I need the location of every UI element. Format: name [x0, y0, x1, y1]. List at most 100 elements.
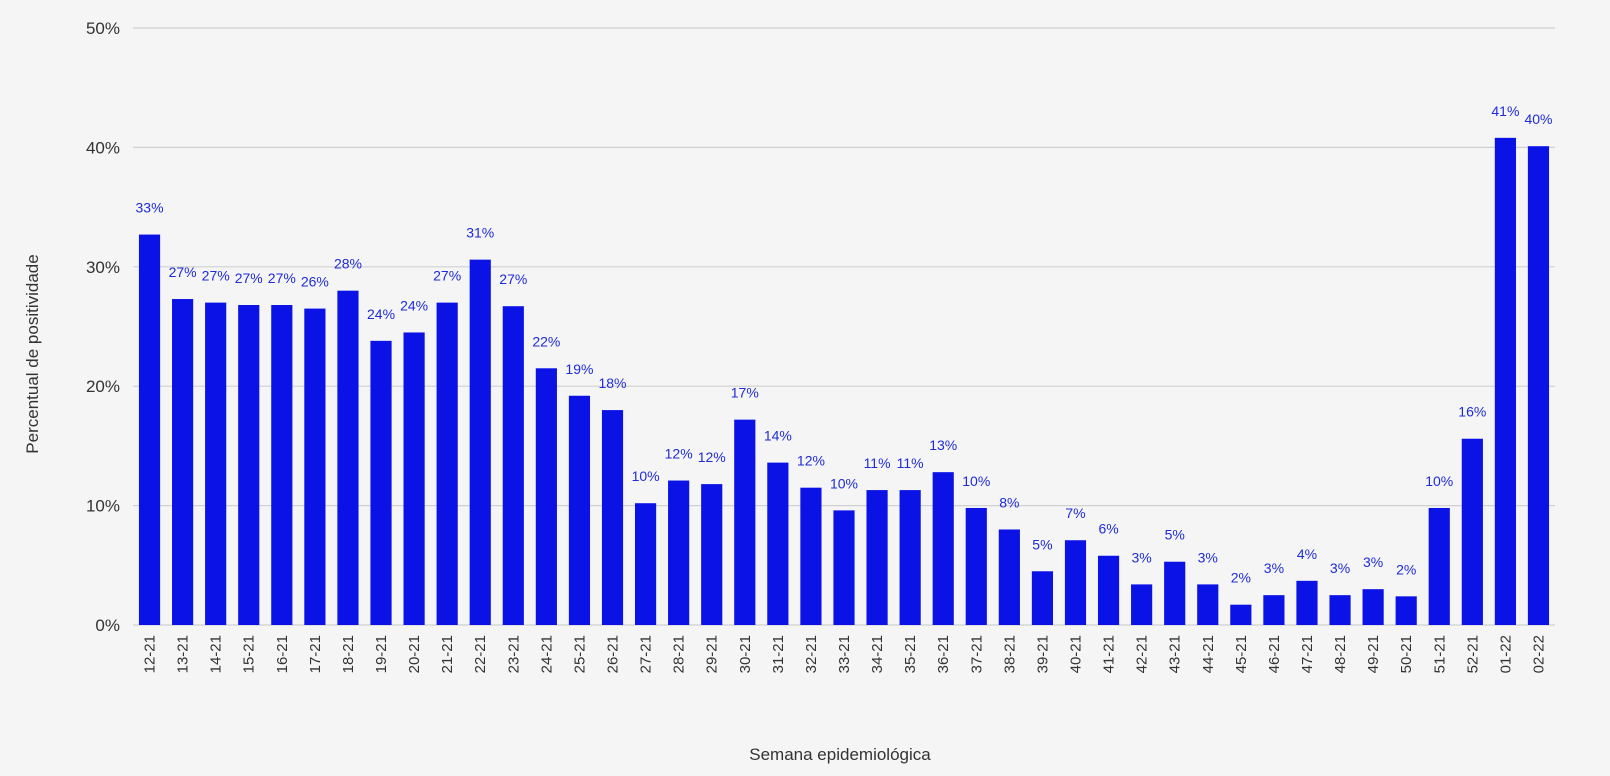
x-tick-label: 30-21	[737, 635, 754, 673]
x-tick-label: 01-22	[1497, 635, 1514, 673]
data-label: 26%	[301, 274, 329, 290]
data-label: 27%	[433, 268, 461, 284]
data-label: 19%	[565, 361, 593, 377]
data-label: 40%	[1524, 111, 1552, 127]
x-tick-label: 43-21	[1167, 635, 1184, 673]
data-label: 2%	[1231, 570, 1251, 586]
bar	[1395, 596, 1417, 625]
bar	[1164, 561, 1186, 625]
x-tick-label: 16-21	[274, 635, 291, 673]
x-tick-label: 44-21	[1200, 635, 1217, 673]
x-tick-label: 19-21	[373, 635, 390, 673]
x-tick-label: 49-21	[1365, 635, 1382, 673]
x-tick-label: 29-21	[704, 635, 721, 673]
bar	[337, 290, 359, 625]
bar	[1230, 604, 1252, 625]
data-label: 16%	[1458, 404, 1486, 420]
bar	[502, 306, 524, 625]
x-tick-label: 38-21	[1001, 635, 1018, 673]
bar	[932, 472, 954, 625]
bar	[304, 308, 326, 625]
x-tick-label: 35-21	[902, 635, 919, 673]
bar	[436, 302, 458, 625]
data-labels: 33% 27% 27% 27% 27% 26% 28% 24% 24% 27% 31% 27% 22% 1…	[136, 103, 1553, 586]
bar	[899, 490, 921, 625]
bar	[1329, 595, 1351, 625]
bar	[172, 299, 194, 625]
bar	[1031, 571, 1054, 625]
bar	[1131, 584, 1153, 625]
x-tick-label: 37-21	[968, 635, 985, 673]
bar	[1461, 438, 1483, 625]
bar	[965, 507, 987, 625]
bar	[535, 368, 557, 625]
data-label: 27%	[235, 270, 263, 286]
x-tick-label: 21-21	[439, 635, 456, 673]
y-tick-label: 40%	[86, 138, 120, 157]
x-tick-label: 22-21	[472, 635, 489, 673]
y-axis-ticks: 0% 10% 20% 30% 40% 50%	[86, 19, 120, 635]
bars	[138, 137, 1550, 625]
bar	[998, 529, 1020, 625]
x-tick-label: 34-21	[869, 635, 886, 673]
bar	[1197, 584, 1219, 625]
data-label: 27%	[169, 264, 197, 280]
data-label: 3%	[1363, 554, 1383, 570]
data-label: 11%	[864, 455, 891, 471]
data-label: 33%	[136, 200, 164, 216]
data-label: 5%	[1032, 536, 1052, 552]
x-tick-label: 31-21	[770, 635, 787, 673]
x-tick-label: 15-21	[241, 635, 258, 673]
data-label: 4%	[1297, 546, 1317, 562]
data-label: 3%	[1330, 560, 1350, 576]
bar	[701, 484, 723, 625]
x-tick-label: 40-21	[1067, 635, 1084, 673]
bar	[1527, 146, 1550, 625]
bar	[205, 302, 227, 625]
data-label: 14%	[764, 428, 792, 444]
x-tick-label: 45-21	[1233, 635, 1250, 673]
data-label: 7%	[1065, 505, 1085, 521]
x-tick-label: 41-21	[1101, 635, 1118, 673]
bar	[1362, 589, 1384, 625]
bar	[601, 410, 624, 625]
x-tick-label: 33-21	[836, 635, 853, 673]
x-tick-label: 50-21	[1398, 635, 1415, 673]
x-tick-label: 12-21	[142, 635, 159, 673]
data-label: 27%	[268, 270, 296, 286]
data-label: 6%	[1098, 521, 1118, 537]
data-label: 27%	[202, 268, 230, 284]
data-label: 24%	[367, 306, 395, 322]
data-label: 18%	[598, 375, 626, 391]
x-axis-ticks: 12-21 13-21 14-21 15-21 16-21 17-21 18-21 19-21…	[142, 635, 1548, 673]
bar	[568, 395, 591, 625]
bar	[403, 332, 425, 625]
data-label: 11%	[897, 455, 924, 471]
bar	[1494, 137, 1516, 625]
x-tick-label: 42-21	[1134, 635, 1151, 673]
x-tick-label: 25-21	[571, 635, 588, 673]
bar	[370, 340, 392, 625]
bar	[833, 510, 855, 625]
y-tick-label: 30%	[86, 258, 120, 277]
bar	[138, 234, 161, 625]
x-tick-label: 24-21	[538, 635, 555, 673]
bar	[668, 480, 690, 625]
bar	[271, 305, 293, 625]
bar	[1097, 555, 1120, 625]
data-label: 3%	[1264, 560, 1284, 576]
data-label: 17%	[731, 385, 759, 401]
x-tick-label: 14-21	[208, 635, 225, 673]
x-tick-label: 32-21	[803, 635, 820, 673]
x-tick-label: 51-21	[1431, 635, 1448, 673]
bar	[800, 487, 822, 625]
data-label: 27%	[499, 271, 527, 287]
y-axis-title: Percentual de positividade	[23, 254, 42, 453]
x-tick-label: 02-22	[1530, 635, 1547, 673]
data-label: 10%	[1425, 473, 1453, 489]
x-tick-label: 48-21	[1332, 635, 1349, 673]
x-tick-label: 52-21	[1464, 635, 1481, 673]
data-label: 3%	[1132, 549, 1152, 565]
bar	[1263, 595, 1285, 625]
